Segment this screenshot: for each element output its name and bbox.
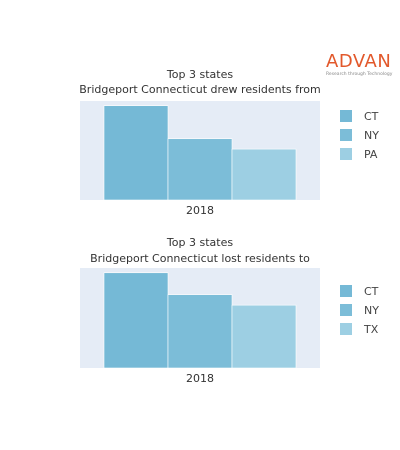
bar-ct — [103, 105, 169, 201]
legend-swatch-ct — [340, 285, 352, 297]
legend-swatch-ny — [340, 129, 352, 141]
legend-swatch-pa — [340, 148, 352, 160]
logo-wordmark: ADVAN — [326, 51, 392, 72]
bar-ny — [167, 294, 233, 369]
legend-label-ct: CT — [364, 285, 379, 298]
legend-swatch-ny — [340, 304, 352, 316]
chart-subtitle: Bridgeport Connecticut lost residents to — [90, 252, 310, 265]
chart-1: Top 3 states Bridgeport Connecticut drew … — [79, 68, 379, 217]
bar-tx — [231, 304, 297, 369]
logo-tagline: Research through Technology — [326, 72, 393, 77]
legend-label-ct: CT — [364, 110, 379, 123]
legend-swatch-tx — [340, 323, 352, 335]
x-tick-label: 2018 — [186, 204, 214, 217]
chart-title: Top 3 states — [166, 68, 233, 81]
legend-label-tx: TX — [363, 323, 379, 336]
chart-2: Top 3 states Bridgeport Connecticut lost … — [80, 236, 379, 385]
legend-label-ny: NY — [364, 129, 379, 142]
legend-swatch-ct — [340, 110, 352, 122]
legend-label-ny: NY — [364, 304, 379, 317]
x-tick-label: 2018 — [186, 372, 214, 385]
chart-title: Top 3 states — [166, 236, 233, 249]
bar-ny — [167, 138, 233, 201]
bar-pa — [231, 148, 297, 201]
legend-label-pa: PA — [364, 148, 378, 161]
bar-ct — [103, 272, 169, 369]
chart-subtitle: Bridgeport Connecticut drew residents fr… — [79, 83, 321, 96]
advan-logo: ADVAN Research through Technology — [326, 51, 396, 78]
